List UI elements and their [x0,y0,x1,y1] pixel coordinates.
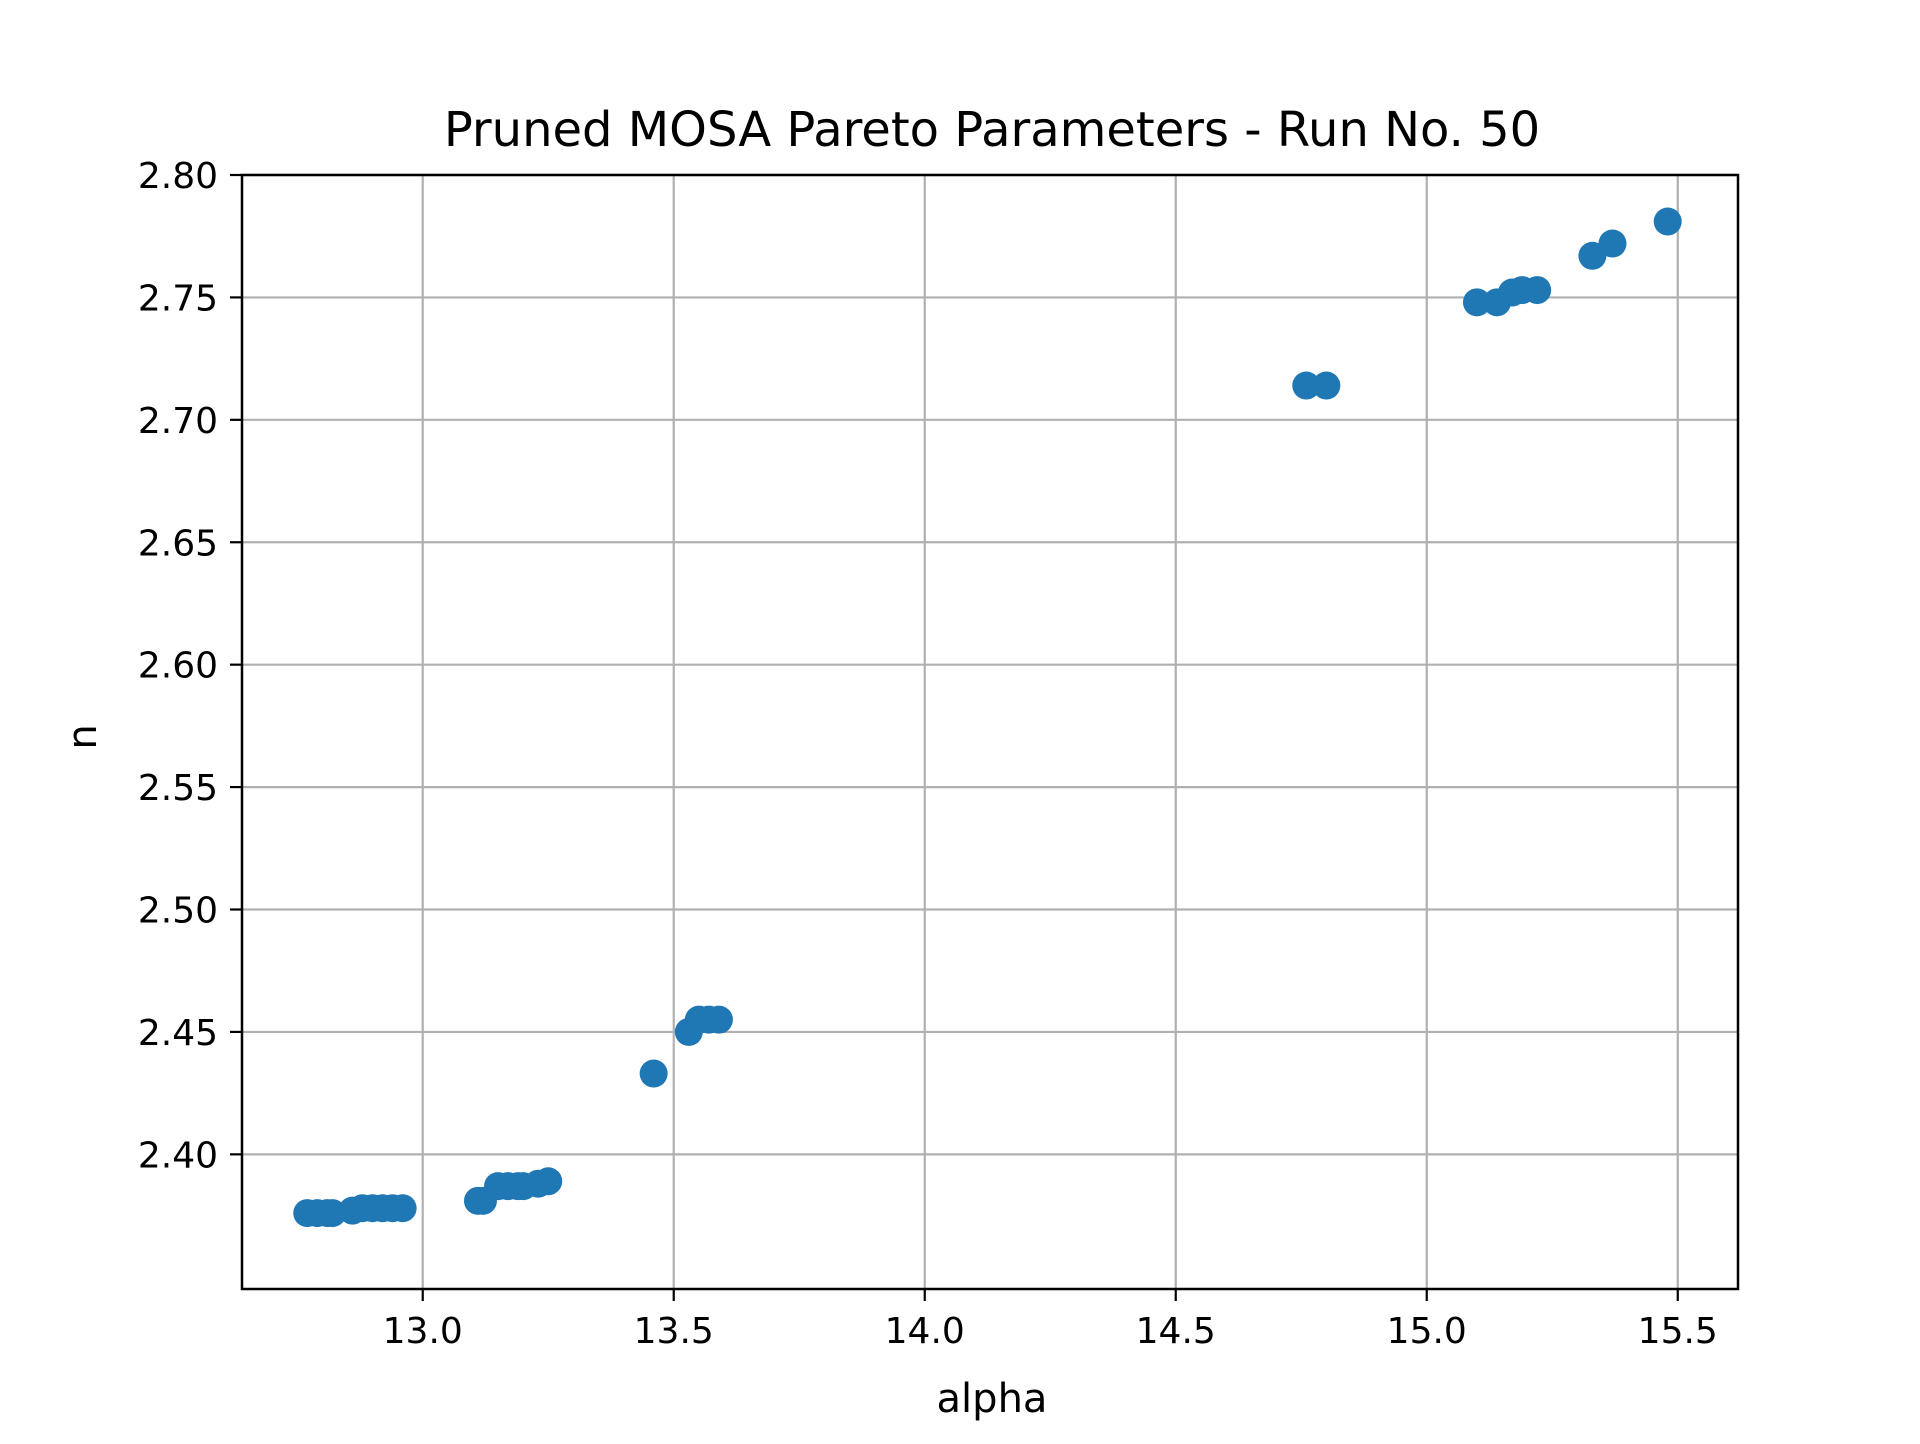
scatter-point [534,1167,563,1196]
y-tick-label: 2.60 [138,646,218,687]
scatter-point [1598,229,1627,258]
x-tick-label: 15.5 [1638,1311,1718,1352]
scatter-point [704,1005,733,1034]
x-axis-label: alpha [937,1376,1048,1422]
x-tick-label: 14.0 [885,1311,965,1352]
scatter-point [1312,371,1341,400]
scatter-point [1462,288,1491,317]
scatter-point [1292,371,1321,400]
y-axis-label: n [60,724,106,749]
x-axis-ticks: 13.0 13.5 14.0 14.5 15.0 15.5 [383,1289,1718,1352]
x-tick-label: 13.0 [383,1311,463,1352]
y-tick-label: 2.75 [138,278,218,319]
y-tick-label: 2.65 [138,523,218,564]
y-tick-label: 2.50 [138,891,218,932]
x-tick-label: 13.5 [634,1311,714,1352]
scatter-point [1578,241,1607,270]
scatter-point [639,1059,668,1088]
y-tick-label: 2.40 [138,1135,218,1176]
plot-frame [240,173,1740,1291]
data-points [293,207,1682,1228]
scatter-point [1523,276,1552,305]
y-axis-ticks: 2.40 2.45 2.50 2.55 2.60 2.65 2.70 2.75 2.80 [138,156,242,1176]
x-tick-label: 14.5 [1136,1311,1216,1352]
y-tick-label: 2.55 [138,768,218,809]
y-tick-label: 2.45 [138,1013,218,1054]
scatter-point [1653,207,1682,236]
y-tick-label: 2.80 [138,156,218,197]
scatter-point [388,1194,417,1223]
x-tick-label: 15.0 [1387,1311,1467,1352]
chart-title: Pruned MOSA Pareto Parameters - Run No. … [444,102,1540,158]
y-tick-label: 2.70 [138,401,218,442]
